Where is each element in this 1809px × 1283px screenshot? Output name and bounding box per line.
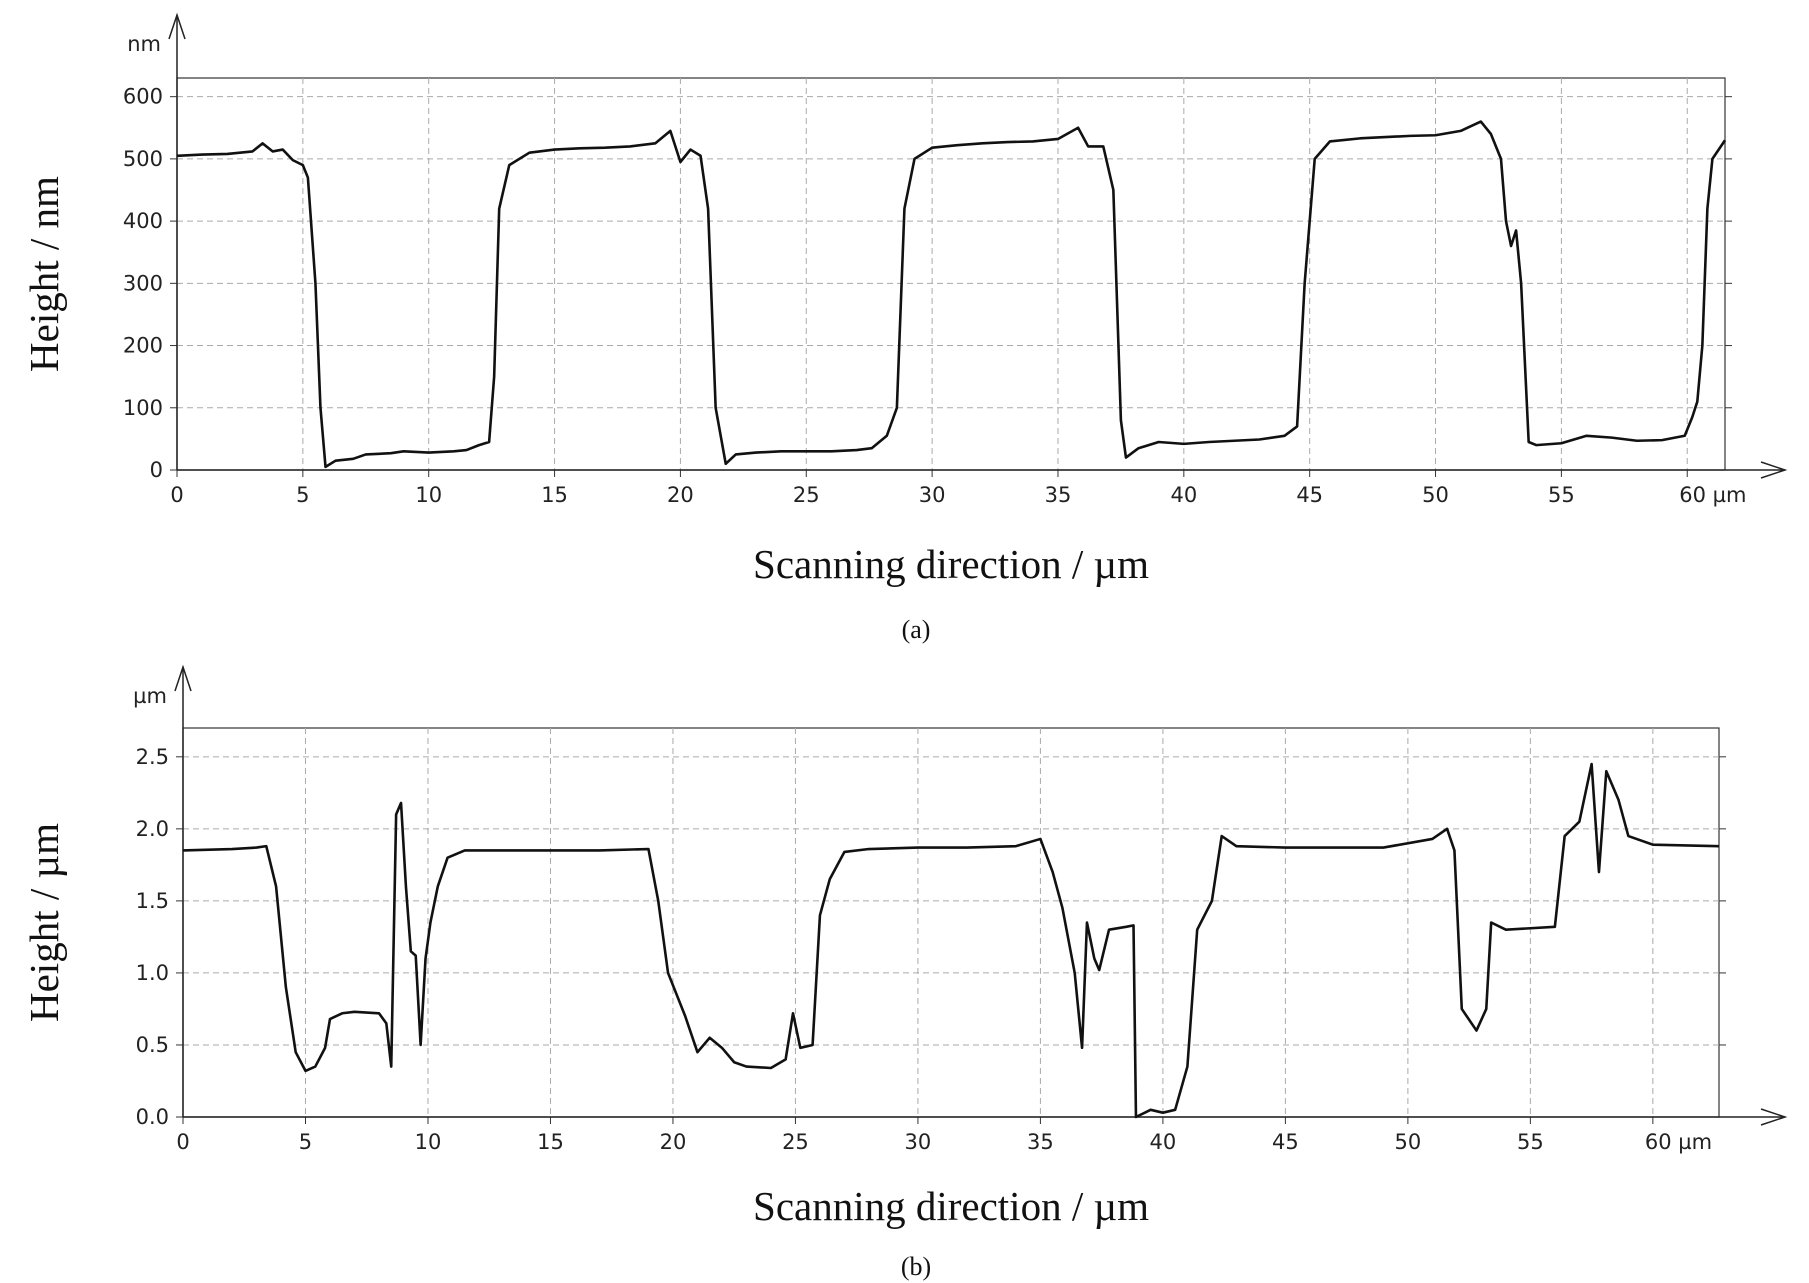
caption: (a) [902,615,931,644]
y-tick-label: 100 [123,396,163,420]
x-tick-label: 0 [176,1130,189,1154]
y-tick-label: 400 [123,209,163,233]
x-tick-label: 30 [905,1130,932,1154]
y-unit: µm [133,684,167,708]
x-tick-label: 55 [1517,1130,1544,1154]
y-tick-label: 300 [123,271,163,295]
y-tick-label: 2.0 [136,817,169,841]
x-tick-label: 20 [667,483,694,507]
x-tick-label: 35 [1045,483,1072,507]
x-axis-title: Scanning direction / µm [753,1183,1149,1229]
x-tick-label: 10 [415,483,442,507]
x-tick-label: 0 [170,483,183,507]
x-tick-label: 60 µm [1679,483,1746,507]
y-tick-label: 1.5 [136,889,169,913]
x-tick-label: 15 [541,483,568,507]
y-axis-title: Height / µm [21,823,67,1022]
x-tick-label: 50 [1395,1130,1422,1154]
profile-line [176,120,1727,469]
x-tick-label: 40 [1170,483,1197,507]
x-tick-label: 60 µm [1645,1130,1712,1154]
x-tick-label: 20 [660,1130,687,1154]
x-axis-title: Scanning direction / µm [753,541,1149,587]
y-unit: nm [127,32,161,56]
x-tick-label: 35 [1027,1130,1054,1154]
y-tick-label: 500 [123,147,163,171]
x-tick-label: 25 [782,1130,809,1154]
x-tick-label: 30 [919,483,946,507]
x-tick-label: 5 [299,1130,312,1154]
caption: (b) [901,1252,931,1281]
x-tick-label: 55 [1548,483,1575,507]
y-tick-label: 600 [123,85,163,109]
x-tick-label: 45 [1296,483,1323,507]
x-arrow [1760,461,1788,479]
x-tick-label: 25 [793,483,820,507]
y-tick-label: 0.0 [136,1105,169,1129]
x-tick-label: 5 [296,483,309,507]
y-axis-title: Height / nm [21,176,67,372]
y-tick-label: 2.5 [136,745,169,769]
profile-line [182,762,1720,1119]
y-arrow [174,664,192,692]
x-arrow [1760,1108,1788,1126]
y-tick-label: 200 [123,334,163,358]
x-tick-label: 15 [537,1130,564,1154]
x-tick-label: 45 [1272,1130,1299,1154]
y-tick-label: 0.5 [136,1033,169,1057]
x-tick-label: 10 [415,1130,442,1154]
y-tick-label: 1.0 [136,961,169,985]
y-tick-label: 0 [150,458,163,482]
x-tick-label: 40 [1150,1130,1177,1154]
x-tick-label: 50 [1422,483,1449,507]
plot-frame [182,727,1720,1118]
y-arrow [168,12,186,40]
